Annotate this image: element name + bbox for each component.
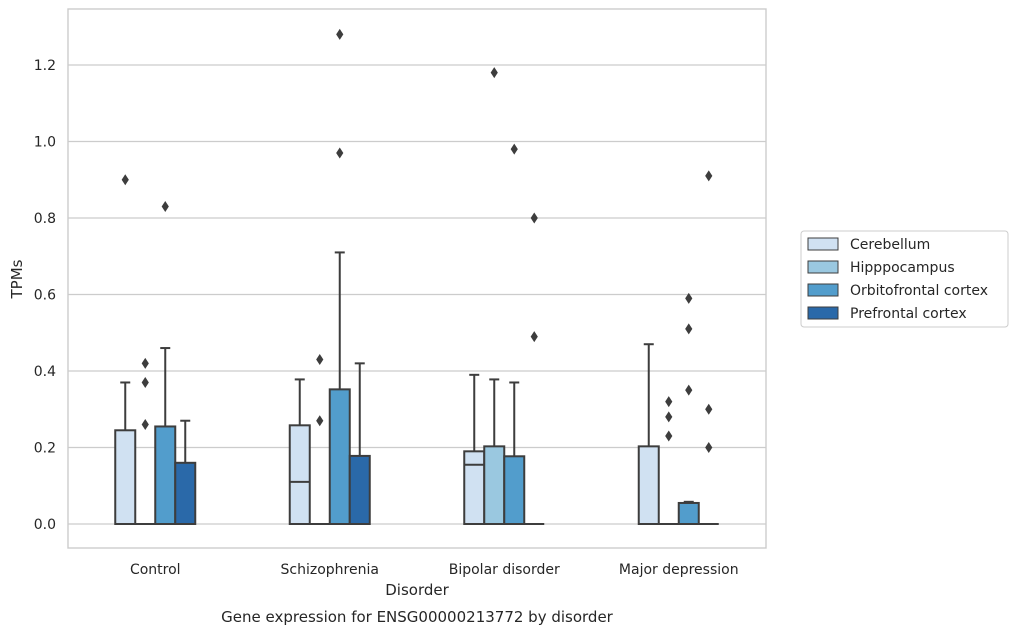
box-hipppocampus	[483, 378, 506, 526]
box-prefrontal-cortex	[174, 419, 197, 525]
x-tick-label: Control	[130, 562, 181, 578]
box-iqr	[503, 455, 526, 525]
box-orbitofrontal-cortex	[328, 251, 351, 525]
legend-label: Hipppocampus	[850, 260, 955, 276]
x-tick-labels: Control Schizophrenia Bipolar disorder Majo…	[130, 562, 739, 578]
box-iqr	[348, 454, 371, 526]
outlier-point	[685, 384, 693, 396]
y-tick-label: 1.2	[34, 58, 56, 74]
boxes-layer	[114, 251, 719, 526]
outlier-point	[510, 143, 518, 155]
outlier-point	[336, 147, 344, 159]
box-prefrontal-cortex	[348, 362, 371, 526]
outlier-point	[685, 292, 693, 304]
outlier-point	[161, 201, 169, 213]
box-orbitofrontal-cortex	[677, 500, 700, 525]
y-tick-label: 0.0	[34, 517, 56, 533]
legend-label: Orbitofrontal cortex	[850, 283, 988, 299]
outlier-point	[316, 354, 324, 366]
box-iqr	[114, 429, 137, 526]
outlier-point	[316, 415, 324, 427]
x-tick-label: Major depression	[619, 562, 739, 578]
box-iqr	[463, 450, 486, 526]
box-iqr	[154, 425, 177, 525]
y-tick-labels: 0.0 0.2 0.4 0.6 0.8 1.0 1.2	[34, 58, 56, 533]
outlier-point	[665, 411, 673, 423]
legend-swatch	[807, 237, 839, 251]
y-tick-label: 1.0	[34, 135, 56, 151]
outlier-point	[141, 357, 149, 369]
legend-frame	[800, 230, 1009, 328]
outlier-point	[141, 419, 149, 431]
x-tick-label: Schizophrenia	[281, 562, 379, 578]
legend-swatch	[807, 283, 839, 297]
outlier-point	[665, 430, 673, 442]
outlier-point	[665, 396, 673, 408]
plot-frame	[67, 8, 767, 549]
legend-label: Prefrontal cortex	[850, 306, 967, 322]
box-cerebellum	[637, 343, 660, 526]
box-iqr	[174, 461, 197, 525]
outlier-point	[141, 376, 149, 388]
outlier-point	[336, 28, 344, 40]
outlier-point	[530, 331, 538, 343]
box-cerebellum	[288, 378, 311, 525]
box-iqr	[677, 501, 700, 525]
outlier-point	[490, 67, 498, 79]
legend-swatch	[807, 306, 839, 320]
figure-caption: Gene expression for ENSG00000213772 by d…	[221, 608, 614, 626]
legend-label: Cerebellum	[850, 237, 930, 253]
x-axis-label: Disorder	[385, 581, 449, 599]
y-axis-label: TPMs	[8, 259, 26, 299]
legend-swatch	[807, 260, 839, 274]
box-cerebellum	[114, 381, 137, 526]
box-cerebellum	[463, 373, 486, 526]
box-iqr	[483, 445, 506, 526]
legend: Cerebellum Hipppocampus Orbitofrontal cort…	[800, 230, 1009, 328]
outliers-layer	[121, 28, 713, 453]
x-tick-label: Bipolar disorder	[449, 562, 560, 578]
box-iqr	[288, 424, 311, 525]
y-tick-label: 0.8	[34, 211, 56, 227]
y-tick-label: 0.6	[34, 288, 56, 304]
outlier-point	[705, 170, 713, 182]
outlier-point	[121, 174, 129, 186]
y-tick-label: 0.4	[34, 364, 56, 380]
box-orbitofrontal-cortex	[503, 381, 526, 525]
outlier-point	[705, 442, 713, 453]
box-iqr	[328, 388, 351, 525]
outlier-point	[685, 323, 693, 335]
box-orbitofrontal-cortex	[154, 347, 177, 525]
y-tick-label: 0.2	[34, 441, 56, 457]
outlier-point	[705, 403, 713, 415]
box-iqr	[637, 445, 660, 526]
outlier-point	[530, 212, 538, 224]
